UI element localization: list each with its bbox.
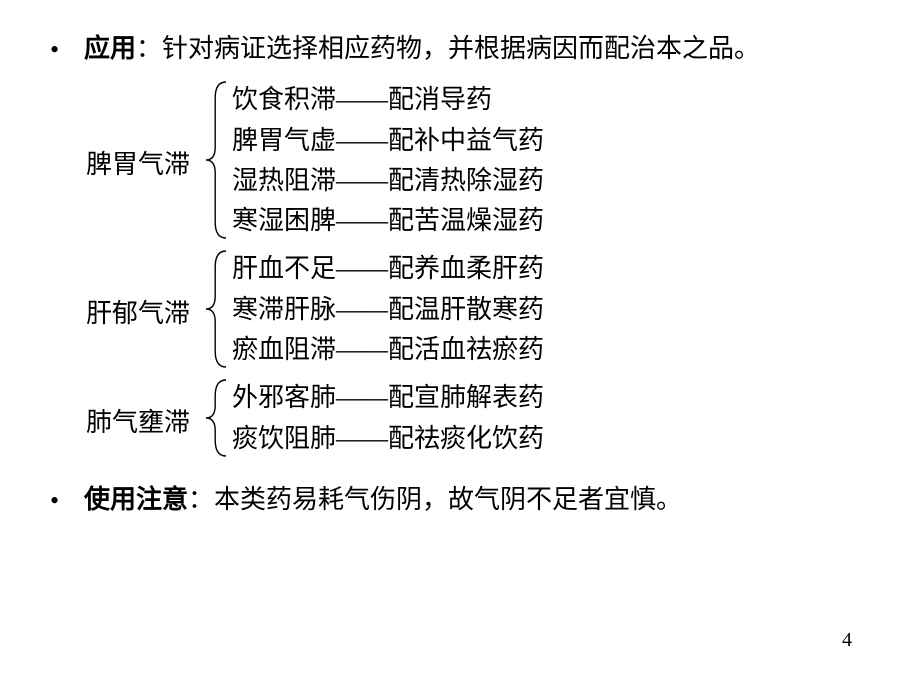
syndrome-item: 饮食积滞——配消导药 [232,80,544,120]
syndrome-item: 瘀血阻滞——配活血祛瘀药 [232,330,544,370]
bullet-caution-text: 使用注意：本类药易耗气伤阴，故气阴不足者宜慎。 [84,481,870,519]
syndrome-label: 肺气壅滞 [86,402,206,439]
bullet-application-text: 应用：针对病证选择相应药物，并根据病因而配治本之品。 [84,30,870,68]
brace-icon [206,80,226,240]
application-label: 应用 [84,33,136,63]
syndrome-group: 肺气壅滞 外邪客肺——配宣肺解表药痰饮阻肺——配祛痰化饮药 [86,378,870,463]
bullet-application: • 应用：针对病证选择相应药物，并根据病因而配治本之品。 [50,30,870,68]
syndrome-item: 外邪客肺——配宣肺解表药 [232,378,544,418]
syndrome-items: 外邪客肺——配宣肺解表药痰饮阻肺——配祛痰化饮药 [232,378,544,458]
syndrome-item: 脾胃气虚——配补中益气药 [232,121,544,161]
syndrome-group: 脾胃气滞 饮食积滞——配消导药脾胃气虚——配补中益气药湿热阻滞——配清热除湿药寒… [86,80,870,245]
caution-body: 本类药易耗气伤阴，故气阴不足者宜慎。 [214,485,682,514]
bullet-caution: • 使用注意：本类药易耗气伤阴，故气阴不足者宜慎。 [50,481,870,519]
brace [206,80,226,245]
application-colon: ： [136,34,162,63]
page-number: 4 [842,629,852,652]
caution-label: 使用注意 [84,484,188,514]
bullet-dot: • [50,481,84,519]
syndrome-item: 湿热阻滞——配清热除湿药 [232,161,544,201]
syndrome-item: 寒湿困脾——配苦温燥湿药 [232,201,544,241]
syndrome-items: 肝血不足——配养血柔肝药寒滞肝脉——配温肝散寒药瘀血阻滞——配活血祛瘀药 [232,249,544,369]
syndrome-item: 寒滞肝脉——配温肝散寒药 [232,290,544,330]
syndrome-group: 肝郁气滞 肝血不足——配养血柔肝药寒滞肝脉——配温肝散寒药瘀血阻滞——配活血祛瘀… [86,249,870,374]
bullet-dot: • [50,30,84,68]
groups-container: 脾胃气滞 饮食积滞——配消导药脾胃气虚——配补中益气药湿热阻滞——配清热除湿药寒… [86,80,870,463]
brace [206,249,226,374]
syndrome-label: 脾胃气滞 [86,144,206,181]
brace-wrap: 外邪客肺——配宣肺解表药痰饮阻肺——配祛痰化饮药 [206,378,544,463]
syndrome-items: 饮食积滞——配消导药脾胃气虚——配补中益气药湿热阻滞——配清热除湿药寒湿困脾——… [232,80,544,240]
syndrome-item: 痰饮阻肺——配祛痰化饮药 [232,419,544,459]
caution-colon: ： [188,485,214,514]
brace-wrap: 肝血不足——配养血柔肝药寒滞肝脉——配温肝散寒药瘀血阻滞——配活血祛瘀药 [206,249,544,374]
syndrome-label: 肝郁气滞 [86,293,206,330]
application-body: 针对病证选择相应药物，并根据病因而配治本之品。 [162,34,760,63]
brace [206,378,226,463]
brace-icon [206,249,226,369]
brace-wrap: 饮食积滞——配消导药脾胃气虚——配补中益气药湿热阻滞——配清热除湿药寒湿困脾——… [206,80,544,245]
brace-icon [206,378,226,458]
syndrome-item: 肝血不足——配养血柔肝药 [232,249,544,289]
